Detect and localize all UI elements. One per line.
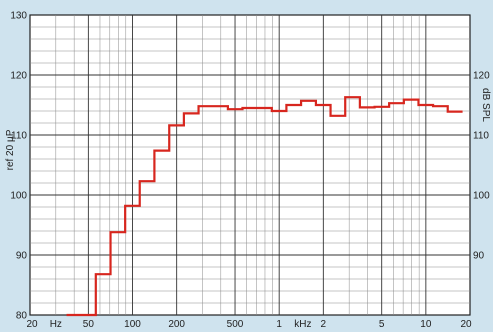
y-axis-right-label: dB SPL xyxy=(480,88,491,122)
y-tick-label-right: 90 xyxy=(473,251,485,262)
y-axis-left-ticks: 80 90 100 110 120 130 xyxy=(10,11,27,322)
x-tick-label: kHz xyxy=(294,319,311,330)
y-axis-left-label: ref 20 µP xyxy=(5,129,16,170)
series-line xyxy=(66,96,463,317)
x-tick-label: 2 xyxy=(321,319,327,330)
y-tick-label-left: 120 xyxy=(10,71,27,82)
x-tick-label: 1 xyxy=(276,319,282,330)
y-tick-label-right: 100 xyxy=(473,191,490,202)
x-tick-label: 5 xyxy=(379,319,385,330)
x-tick-label: 200 xyxy=(168,319,185,330)
y-tick-label-left: 90 xyxy=(16,251,28,262)
y-tick-label-left: 110 xyxy=(11,131,27,142)
x-tick-label: 20 xyxy=(26,319,38,330)
y-tick-label-left: 80 xyxy=(16,311,28,322)
x-tick-label: Hz xyxy=(50,319,62,330)
x-tick-label: 20 xyxy=(460,319,472,330)
plot-area xyxy=(29,14,471,316)
y-tick-label-left: 100 xyxy=(10,191,27,202)
minor-grid xyxy=(30,15,470,315)
y-tick-label-right: 110 xyxy=(473,131,489,142)
y-tick-label-left: 130 xyxy=(10,11,27,22)
x-tick-label: 100 xyxy=(124,319,141,330)
y-axis-right-ticks: 90 100 110 120 xyxy=(473,71,490,262)
y-tick-label-right: 120 xyxy=(473,71,490,82)
x-axis-ticks: 20 Hz 50 100 200 500 1 kHz 2 5 10 20 xyxy=(26,319,472,330)
x-tick-label: 50 xyxy=(83,319,95,330)
series-group xyxy=(66,96,463,317)
x-tick-label: 10 xyxy=(420,319,432,330)
x-tick-label: 500 xyxy=(227,319,244,330)
major-grid xyxy=(30,15,470,315)
